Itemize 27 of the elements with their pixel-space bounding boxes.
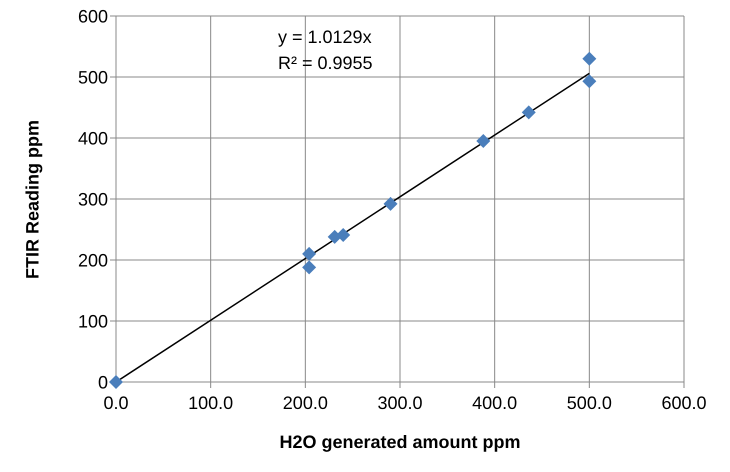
point (582, 52, 596, 66)
point (109, 375, 123, 389)
x-tick-label: 300.0 (377, 392, 423, 413)
point (476, 134, 490, 148)
x-tick-label: 0.0 (103, 392, 129, 413)
annotation: y = 1.0129x (278, 27, 372, 47)
x-tick-label: 500.0 (566, 392, 612, 413)
x-axis-title: H2O generated amount ppm (279, 432, 521, 452)
x-tick-label: 400.0 (472, 392, 518, 413)
y-tick-label: 200 (78, 250, 108, 270)
point (302, 246, 316, 261)
annotation: R² = 0.9955 (278, 53, 373, 73)
point (582, 74, 596, 88)
y-tick-label: 500 (78, 67, 108, 88)
x-tick-label: 100.0 (188, 392, 234, 413)
y-tick-label: 400 (78, 128, 108, 148)
y-tick-label: 300 (78, 189, 108, 210)
point (302, 260, 316, 274)
point (384, 196, 398, 211)
point (522, 105, 536, 120)
y-tick-label: 100 (78, 311, 108, 332)
x-tick-label: 600.0 (661, 392, 707, 413)
y-tick-label: 0 (98, 372, 108, 392)
x-tick-label: 200.0 (282, 392, 328, 413)
point (336, 228, 350, 242)
y-tick-label: 600 (78, 6, 108, 26)
y-axis-title: FTIR Reading ppm (22, 120, 42, 279)
